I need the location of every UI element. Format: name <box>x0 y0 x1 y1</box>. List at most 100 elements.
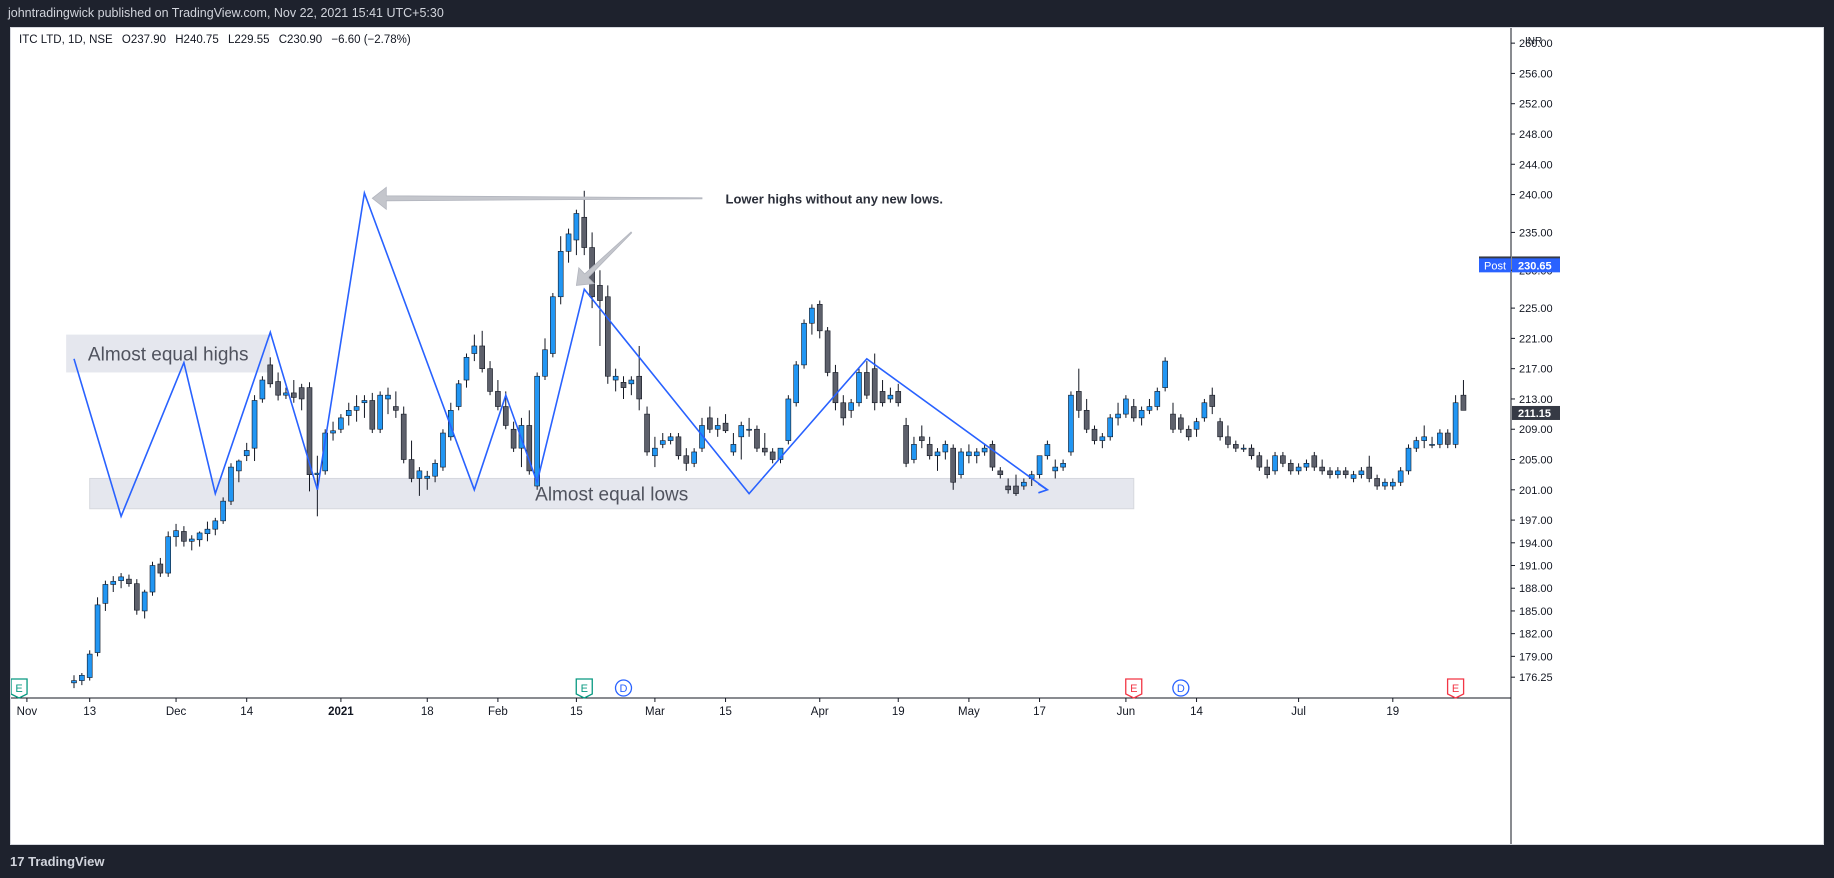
candle-body <box>510 428 517 449</box>
candle <box>809 304 815 335</box>
candle <box>86 650 93 681</box>
candle <box>1021 478 1027 490</box>
candle-body <box>667 436 674 441</box>
price-tick-label: 252.00 <box>1519 99 1553 111</box>
candle-body <box>243 450 250 457</box>
candle-body <box>581 216 588 248</box>
tradingview-logo-icon: 17 <box>10 854 25 869</box>
candle-body <box>550 296 556 354</box>
candle-body <box>526 425 533 472</box>
marker-letter: D <box>620 683 628 695</box>
price-tick-label: 188.00 <box>1519 583 1553 595</box>
candle-body <box>793 364 800 404</box>
marker-shape <box>1125 678 1143 699</box>
candle-body <box>196 532 203 541</box>
earnings-marker-icon: E <box>1125 678 1143 699</box>
time-tick-label: 19 <box>892 706 905 718</box>
zigzag-line <box>73 189 1048 519</box>
candle <box>1405 444 1412 475</box>
price-tick-label: 179.00 <box>1519 651 1553 663</box>
candle-body <box>79 674 85 681</box>
candle <box>1460 380 1467 411</box>
candle-body <box>659 440 666 445</box>
candle <box>290 380 297 403</box>
chart-canvas[interactable]: Almost equal highs Almost equal lows Lower… <box>11 28 1823 844</box>
candle-body <box>1366 466 1373 479</box>
candle <box>887 387 894 403</box>
candle-body <box>149 565 156 593</box>
zigzag-arrowhead <box>1037 483 1050 494</box>
candle-body <box>204 528 211 535</box>
candle <box>157 557 164 577</box>
candle <box>275 372 281 401</box>
candle <box>1382 478 1388 490</box>
published-text: johntradingwick published on TradingView… <box>8 6 444 20</box>
candle <box>801 319 807 369</box>
last-price-badge: 211.15 <box>1512 405 1560 420</box>
candle <box>134 579 140 615</box>
post-badge: Post 230.65 <box>1479 258 1560 273</box>
price-tick-label: 240.00 <box>1519 190 1553 202</box>
time-tick-label: Nov <box>17 706 38 718</box>
last-price-badge-value: 211.15 <box>1518 408 1551 420</box>
tradingview-brand: TradingView <box>28 854 105 869</box>
time-tick-label: 14 <box>1190 706 1203 718</box>
candle-body <box>400 413 407 460</box>
candle-body <box>502 406 509 426</box>
candle-body <box>816 304 823 332</box>
time-tick-label: 15 <box>570 706 583 718</box>
candle <box>871 353 878 411</box>
candle <box>918 425 925 449</box>
candle <box>1193 417 1200 437</box>
candle-body <box>958 451 964 475</box>
candle <box>722 414 729 434</box>
price-tick-label: 197.00 <box>1519 515 1553 527</box>
candle <box>79 673 85 686</box>
price-tick-label: 244.00 <box>1519 159 1553 171</box>
candle-body <box>377 394 383 430</box>
candle <box>1452 395 1459 449</box>
candle <box>942 440 949 460</box>
marker-shape <box>1172 679 1190 697</box>
candle-body <box>220 500 226 522</box>
candle-body <box>683 455 690 464</box>
time-tick-label: Jun <box>1117 706 1136 718</box>
candle-body <box>228 466 234 502</box>
legend-high: H240.75 <box>175 34 219 46</box>
chart-frame[interactable]: Almost equal highs Almost equal lows Lower… <box>10 27 1824 845</box>
candle-body <box>801 322 807 366</box>
tradingview-logo: 17 TradingView <box>10 845 104 878</box>
candle <box>1170 402 1176 434</box>
candle-body <box>424 475 431 479</box>
candle-body <box>1170 413 1176 430</box>
candle-body <box>118 576 124 581</box>
candle <box>1429 436 1435 449</box>
candle <box>1287 459 1294 475</box>
annotation-boxes <box>66 334 1135 510</box>
candle-body <box>1185 428 1192 438</box>
candle <box>958 448 964 479</box>
candle-body <box>942 444 949 453</box>
candle-body <box>738 425 745 438</box>
time-tick-label: 15 <box>719 706 732 718</box>
candle-body <box>1272 455 1278 472</box>
candle-body <box>1335 470 1341 475</box>
candle <box>1185 425 1192 441</box>
candle-body <box>1264 466 1270 475</box>
candle-body <box>864 372 870 396</box>
marker-letter: E <box>1452 683 1459 695</box>
legend-low: L229.55 <box>227 34 270 46</box>
candle-body <box>298 387 305 400</box>
candle <box>1138 406 1145 426</box>
last-price-badge-box <box>1512 405 1560 420</box>
candle <box>1201 398 1208 422</box>
candle <box>495 380 501 411</box>
earnings-marker-icon: E <box>11 678 28 699</box>
candle <box>1390 478 1396 490</box>
candle <box>926 436 933 460</box>
candle <box>840 395 847 426</box>
candle-body <box>1295 466 1302 472</box>
candle-body <box>1083 410 1090 430</box>
candle <box>950 444 957 490</box>
